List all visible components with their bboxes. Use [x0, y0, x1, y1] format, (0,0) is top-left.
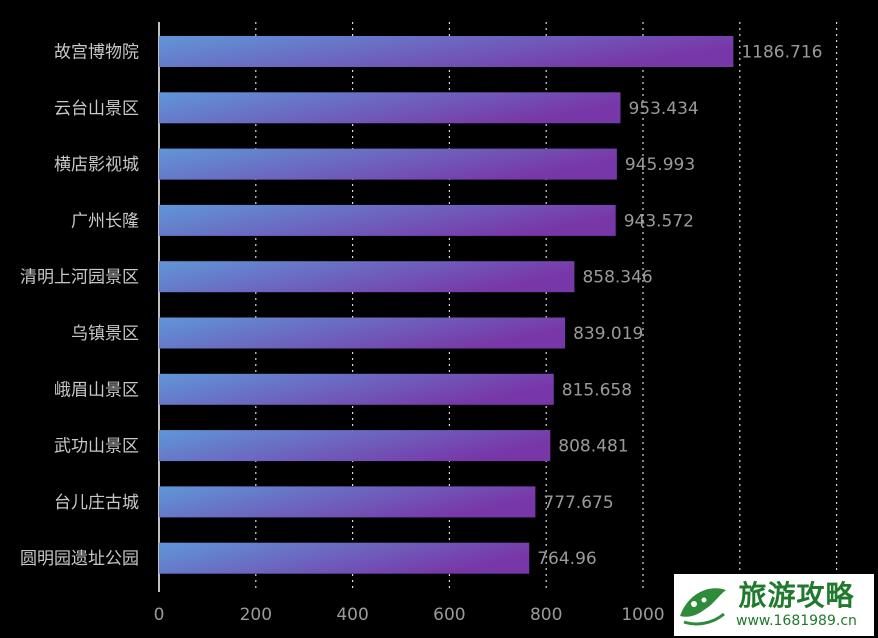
- value-label: 808.481: [558, 437, 628, 457]
- bar: [159, 430, 551, 462]
- bar: [159, 373, 554, 405]
- category-label: 乌镇景区: [71, 324, 139, 344]
- category-label: 横店影视城: [54, 155, 139, 175]
- bar: [159, 204, 616, 236]
- x-tick-label: 0: [154, 605, 165, 625]
- bar: [159, 92, 621, 124]
- x-tick-label: 1000: [621, 605, 664, 625]
- category-label: 云台山景区: [54, 99, 139, 119]
- value-label: 815.658: [562, 380, 632, 400]
- x-tick-label: 400: [336, 605, 368, 625]
- leaf-logo-icon: [680, 588, 726, 626]
- x-axis-ticks: 0 200 400 600 800 1000: [154, 605, 665, 625]
- category-label: 故宫博物院: [54, 43, 139, 63]
- bar: [159, 486, 536, 518]
- value-label: 858.346: [582, 268, 652, 288]
- category-label: 峨眉山景区: [54, 380, 139, 400]
- x-tick-label: 200: [240, 605, 272, 625]
- category-label: 广州长隆: [71, 211, 139, 231]
- value-label: 839.019: [573, 324, 643, 344]
- watermark: 旅游攻略 www.1681989.cn: [674, 574, 874, 636]
- value-label: 953.434: [628, 99, 698, 119]
- category-label: 圆明园遗址公园: [20, 549, 139, 569]
- bars: [159, 36, 734, 574]
- category-label: 清明上河园景区: [20, 268, 139, 288]
- value-label: 1186.716: [741, 43, 822, 63]
- category-label: 台儿庄古城: [54, 493, 139, 513]
- value-label: 943.572: [624, 211, 694, 231]
- bar: [159, 317, 566, 349]
- category-label: 武功山景区: [54, 437, 139, 457]
- bar: [159, 36, 734, 67]
- x-tick-label: 800: [530, 605, 562, 625]
- value-label: 945.993: [625, 155, 695, 175]
- labels: 故宫博物院 1186.716 云台山景区 953.434 横店影视城 945.993 广州长…: [20, 43, 822, 570]
- bar: [159, 542, 530, 574]
- watermark-title: 旅游攻略: [738, 579, 855, 612]
- x-tick-label: 600: [433, 605, 465, 625]
- bar: [159, 261, 575, 293]
- bar: [159, 148, 617, 180]
- value-label: 777.675: [543, 493, 613, 513]
- value-label: 764.96: [537, 549, 596, 569]
- watermark-url: www.1681989.cn: [736, 613, 857, 629]
